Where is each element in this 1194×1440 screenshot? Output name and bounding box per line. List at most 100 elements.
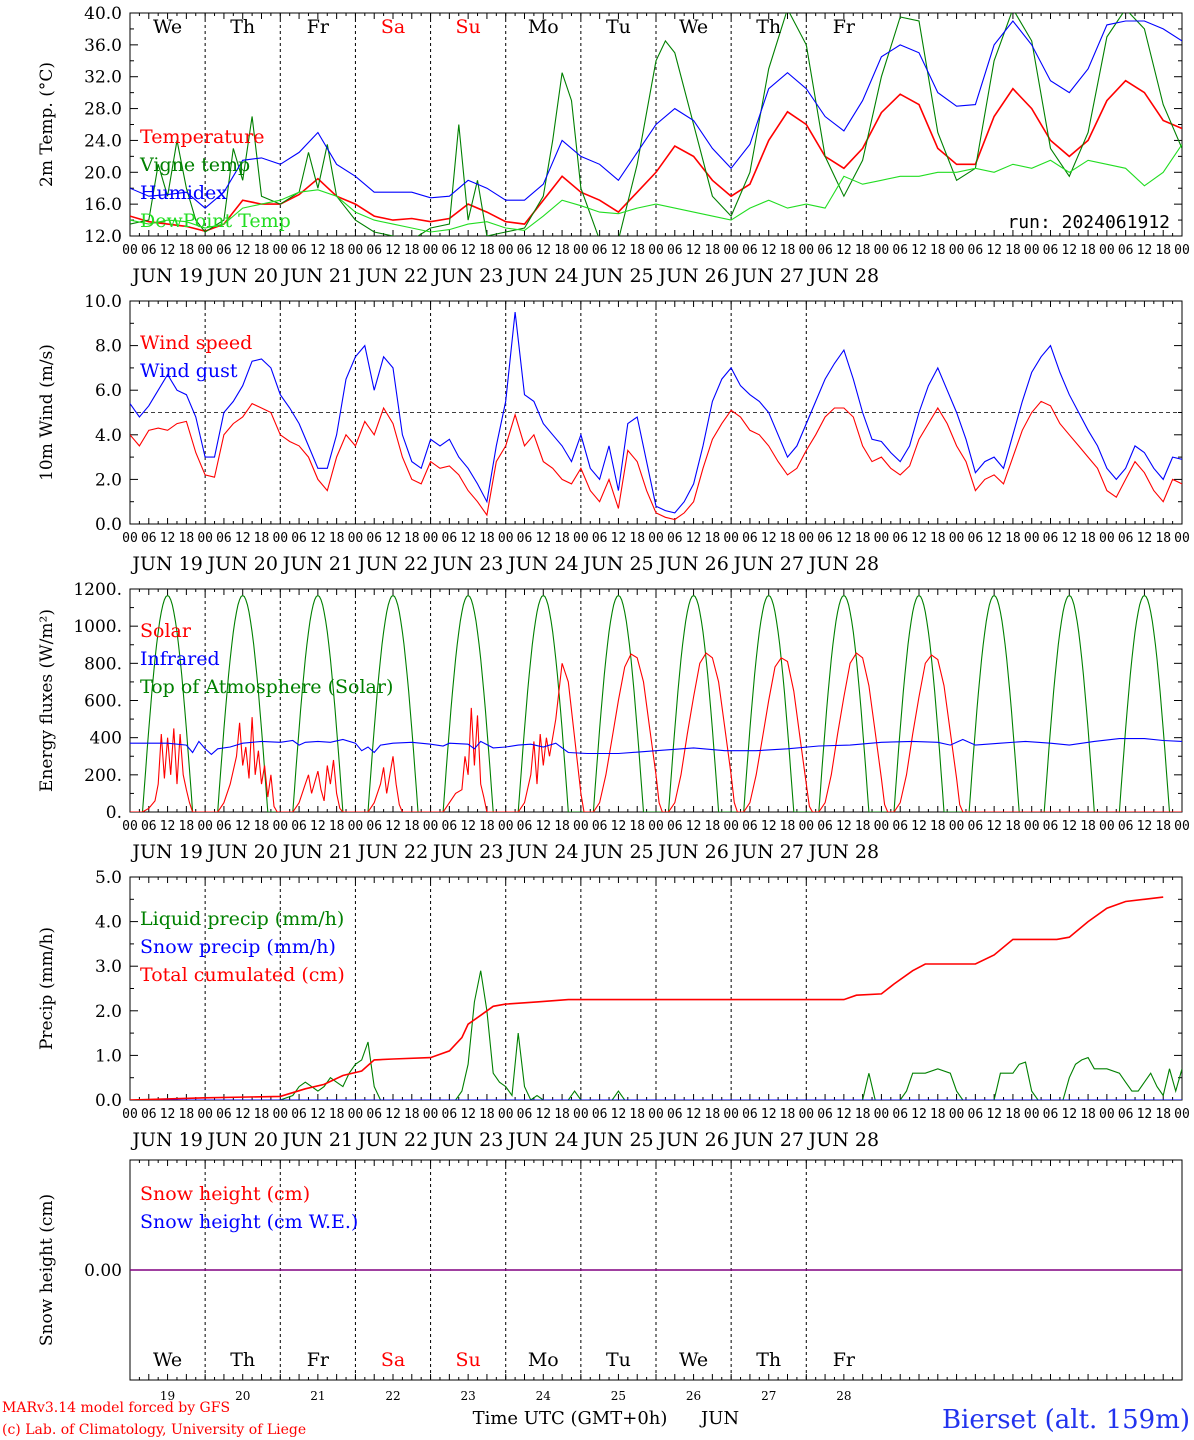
y-tick-label: 2.0 <box>95 470 122 490</box>
panel-wind: 0.0 2.0 4.0 6.0 8.0 10.0 10m Wind (m/s) Wind sp… <box>37 292 1190 575</box>
hour-tick-label: 12 <box>911 819 927 834</box>
hour-tick-label: 00 <box>1099 1107 1115 1122</box>
y-tick-label: 400 <box>90 729 122 749</box>
date-label: JUN 28 <box>807 841 879 863</box>
hour-tick-label: 18 <box>1080 819 1096 834</box>
hour-tick-label: 12 <box>310 819 326 834</box>
date-label: JUN 24 <box>506 553 578 575</box>
weekday-label: Th <box>756 16 781 38</box>
hour-tick-label: 12 <box>460 531 476 546</box>
hour-tick-label: 18 <box>254 243 270 258</box>
hour-tick-label: 00 <box>573 531 589 546</box>
hour-tick-label: 18 <box>1080 1107 1096 1122</box>
hour-tick-label: 00 <box>122 243 138 258</box>
hour-tick-label: 00 <box>798 1107 814 1122</box>
hour-tick-label: 18 <box>705 819 721 834</box>
hour-tick-label: 06 <box>1118 819 1134 834</box>
panel-temp: 12.0 16.0 20.0 24.0 28.0 32.0 36.0 40.0 2m Temp.… <box>37 4 1190 287</box>
hour-tick-label: 12 <box>535 243 551 258</box>
hour-tick-label: 06 <box>291 1107 307 1122</box>
hour-tick-label: 00 <box>272 1107 288 1122</box>
hour-tick-label: 00 <box>723 819 739 834</box>
series-wind-speed <box>130 400 1182 521</box>
hour-tick-label: 18 <box>404 819 420 834</box>
hour-tick-label: 06 <box>667 531 683 546</box>
weekday-label: Fr <box>307 16 330 38</box>
y-tick-label: 0. <box>106 803 122 823</box>
y-axis-title: Precip (mm/h) <box>37 927 57 1050</box>
hour-tick-label: 00 <box>798 243 814 258</box>
hour-tick-label: 00 <box>1099 531 1115 546</box>
hour-tick-label: 12 <box>160 243 176 258</box>
y-tick-label: 12.0 <box>84 227 122 247</box>
legend-entry: Infrared <box>140 648 220 670</box>
hour-tick-label: 06 <box>742 243 758 258</box>
date-label: JUN 24 <box>506 265 578 287</box>
y-tick-label: 4.0 <box>95 426 122 446</box>
hour-tick-label: 00 <box>1099 243 1115 258</box>
date-label: JUN 23 <box>431 265 503 287</box>
day-number-label: 25 <box>611 1389 626 1403</box>
legend-entry: Total cumulated (cm) <box>140 964 345 986</box>
hour-tick-label: 12 <box>1137 1107 1153 1122</box>
hour-tick-label: 00 <box>798 819 814 834</box>
hour-tick-label: 00 <box>1174 819 1190 834</box>
run-label: run: 2024061912 <box>1007 212 1170 233</box>
date-label: JUN 27 <box>731 841 803 863</box>
hour-tick-label: 06 <box>742 1107 758 1122</box>
y-axis-title: 10m Wind (m/s) <box>37 344 57 481</box>
hour-tick-label: 18 <box>479 531 495 546</box>
hour-tick-label: 00 <box>874 1107 890 1122</box>
hour-tick-label: 00 <box>573 243 589 258</box>
weekday-label: Th <box>756 1349 781 1371</box>
hour-tick-label: 18 <box>179 1107 195 1122</box>
date-label: JUN 23 <box>431 1129 503 1151</box>
hour-tick-label: 06 <box>517 531 533 546</box>
hour-tick-label: 06 <box>442 1107 458 1122</box>
y-tick-label: 0.00 <box>84 1261 122 1281</box>
hour-tick-label: 18 <box>780 243 796 258</box>
hour-tick-label: 18 <box>780 819 796 834</box>
weekday-label: Tu <box>606 16 631 38</box>
hour-tick-label: 06 <box>592 531 608 546</box>
weekday-label: Fr <box>307 1349 330 1371</box>
date-label: JUN 28 <box>807 265 879 287</box>
date-label: JUN 21 <box>281 553 353 575</box>
hour-tick-label: 06 <box>1043 819 1059 834</box>
hour-tick-label: 06 <box>667 819 683 834</box>
hour-tick-label: 18 <box>254 819 270 834</box>
date-label: JUN 26 <box>656 265 728 287</box>
hour-tick-label: 06 <box>366 1107 382 1122</box>
hour-tick-label: 06 <box>817 819 833 834</box>
legend-entry: Wind gust <box>140 360 238 382</box>
hour-tick-label: 12 <box>911 531 927 546</box>
hour-tick-label: 00 <box>423 531 439 546</box>
hour-tick-label: 06 <box>291 243 307 258</box>
date-label: JUN 25 <box>581 553 653 575</box>
legend-entry: Snow height (cm W.E.) <box>140 1211 358 1233</box>
x-axis-title: Time UTC (GMT+0h) <box>473 1408 668 1429</box>
y-tick-label: 36.0 <box>84 36 122 56</box>
hour-tick-label: 12 <box>686 819 702 834</box>
hour-tick-label: 12 <box>1061 531 1077 546</box>
date-label: JUN 25 <box>581 265 653 287</box>
hour-tick-label: 00 <box>1024 531 1040 546</box>
hour-tick-label: 18 <box>855 531 871 546</box>
hour-tick-label: 00 <box>348 531 364 546</box>
hour-tick-label: 18 <box>629 819 645 834</box>
hour-tick-label: 12 <box>235 531 251 546</box>
y-tick-label: 0.0 <box>95 515 122 535</box>
legend-entry: Wind speed <box>140 332 252 354</box>
y-tick-label: 20.0 <box>84 163 122 183</box>
y-tick-label: 600. <box>84 692 122 712</box>
date-label: JUN 21 <box>281 265 353 287</box>
y-tick-label: 200. <box>84 766 122 786</box>
hour-tick-label: 12 <box>310 243 326 258</box>
hour-tick-label: 12 <box>611 243 627 258</box>
hour-tick-label: 06 <box>216 1107 232 1122</box>
y-tick-label: 28.0 <box>84 100 122 120</box>
hour-tick-label: 00 <box>723 1107 739 1122</box>
hour-tick-label: 00 <box>723 531 739 546</box>
hour-tick-label: 12 <box>1137 531 1153 546</box>
